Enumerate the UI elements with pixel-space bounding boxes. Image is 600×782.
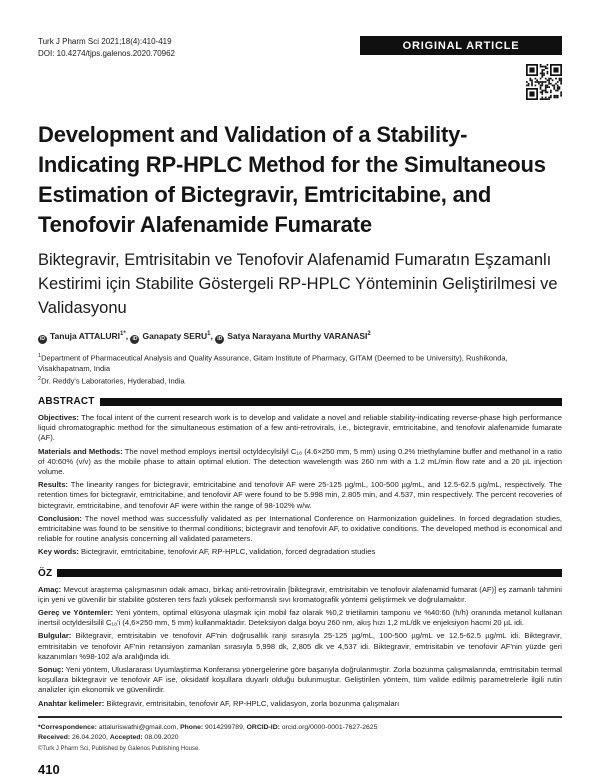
accepted-date: 08.09.2020 [142, 733, 179, 741]
abstract-body: Objectives: The focal intent of the curr… [38, 413, 562, 558]
copyright-line: ©Turk J Pharm Sci, Published by Galenos … [38, 745, 200, 752]
footer-divider [38, 715, 562, 718]
doi-line: DOI: 10.4274/tjps.galenos.2020.70962 [38, 48, 175, 58]
affiliation: 1Department of Pharmaceutical Analysis a… [38, 353, 508, 373]
author-name: Tanuja ATTALURI [50, 331, 121, 341]
qr-code-icon [526, 64, 562, 100]
abstract-section-header: ABSTRACT [38, 396, 562, 407]
journal-issue-line: Turk J Pharm Sci 2021;18(4):410-419 [38, 37, 172, 46]
correspondence-email: attaluriswathi@gmail.com, [96, 723, 181, 731]
orcid-id: orcid.org/0000-0001-7627-2625 [279, 723, 378, 731]
author-affil-mark: 1* [120, 331, 126, 338]
orcid-icon: iD [38, 335, 47, 344]
author-name: Ganapaty SERU [142, 331, 208, 341]
page-number: 410 [38, 761, 60, 777]
section-rule-bar [99, 397, 562, 406]
oz-bulgular: Bulgular: Biktegravir, emtrisitabin ve t… [38, 631, 562, 661]
oz-anahtar-kelimeler: Anahtar kelimeler: Biktegravir, emtrisit… [38, 698, 400, 708]
journal-citation: Turk J Pharm Sci 2021;18(4):410-419 DOI:… [38, 36, 175, 59]
affiliation-list: 1Department of Pharmaceutical Analysis a… [38, 351, 562, 386]
page-title: Development and Validation of a Stabilit… [38, 122, 546, 237]
correspondence-line: *Correspondence: attaluriswathi@gmail.co… [38, 723, 378, 731]
author-list: iD Tanuja ATTALURI1*, iD Ganapaty SERU1, i… [38, 331, 562, 344]
oz-sonuc: Sonuç: Yeni yöntem, Uluslararası Uyumlaş… [38, 665, 562, 695]
article-type-badge: ORIGINAL ARTICLE [360, 36, 562, 55]
abstract-materials-methods: Materials and Methods: The novel method … [38, 446, 562, 477]
phone-number: 9014299789, [203, 723, 247, 731]
abstract-keywords: Key words: Bictegravir, emtricitabine, t… [38, 547, 376, 557]
section-rule-bar [57, 569, 562, 578]
author-affil-mark: 2 [367, 331, 371, 338]
dates-line: Received: 26.04.2020, Accepted: 08.09.20… [38, 733, 179, 741]
author-separator: , [125, 331, 131, 341]
author: iD Satya Narayana Murthy VARANASI2 [215, 331, 371, 344]
received-date: 26.04.2020, [70, 733, 110, 741]
abstract-objectives: Objectives: The focal intent of the curr… [38, 413, 562, 443]
oz-heading: ÖZ [38, 567, 53, 579]
orcid-icon: iD [130, 335, 140, 344]
author: iD Ganapaty SERU1, [130, 331, 216, 344]
author-name: Satya Narayana Murthy VARANASI [227, 331, 368, 341]
affiliation: 2Dr. Reddy's Laboratories, Hyderabad, In… [38, 375, 185, 386]
author-affil-mark: 1 [207, 331, 211, 338]
author-separator: , [210, 331, 216, 341]
abstract-results: Results: The linearity ranges for bicteg… [38, 480, 562, 510]
page-title-turkish: Biktegravir, Emtrisitabin ve Tenofovir A… [38, 251, 558, 317]
abstract-heading: ABSTRACT [38, 396, 95, 407]
abstract-conclusion: Conclusion: The novel method was success… [38, 513, 562, 544]
oz-section-header: ÖZ [38, 568, 562, 579]
oz-body: Amaç: Mevcut araştırma çalışmasının odak… [38, 585, 562, 709]
footer: *Correspondence: attaluriswathi@gmail.co… [38, 723, 562, 754]
oz-amac: Amaç: Mevcut araştırma çalışmasının odak… [38, 584, 562, 604]
masthead: Turk J Pharm Sci 2021;18(4):410-419 DOI:… [38, 36, 562, 59]
qr-row [38, 64, 562, 100]
author: iD Tanuja ATTALURI1*, [38, 331, 131, 344]
orcid-icon: iD [215, 335, 225, 344]
oz-gerec-yontemler: Gereç ve Yöntemler: Yeni yöntem, optimal… [38, 608, 562, 628]
